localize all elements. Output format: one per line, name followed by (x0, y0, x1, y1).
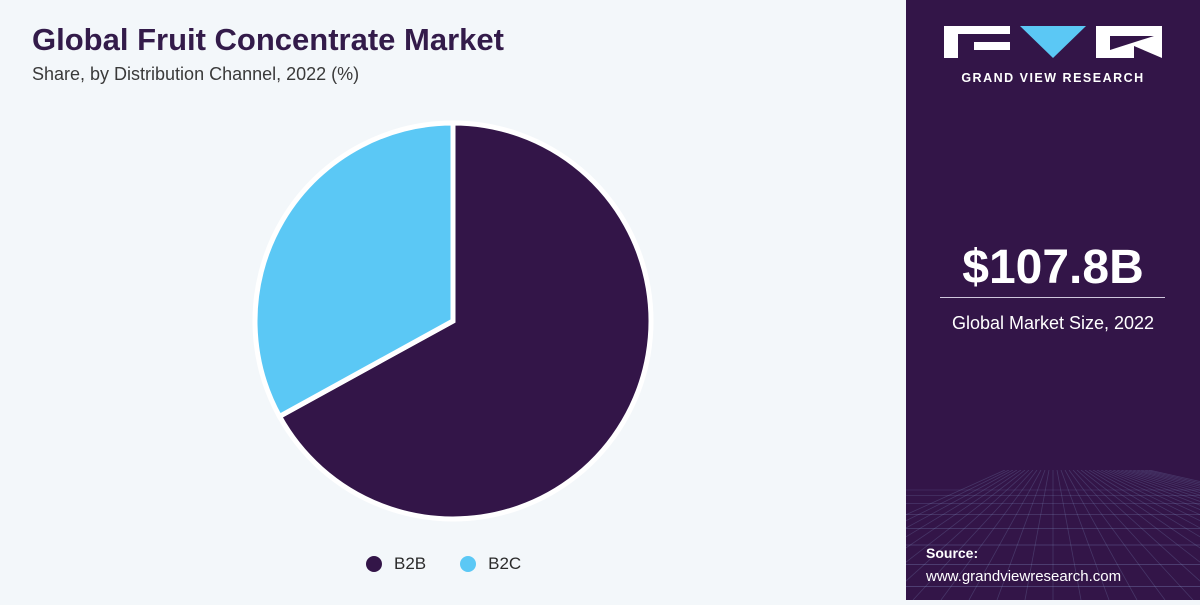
pie-chart-area (252, 120, 654, 522)
source-label: Source: (926, 545, 979, 561)
grid-background-graphic (906, 470, 1200, 600)
legend-item-b2b: B2B (366, 554, 426, 574)
divider (940, 297, 1165, 298)
chart-title: Global Fruit Concentrate Market (32, 22, 504, 57)
market-size-value: $107.8B (962, 241, 1144, 294)
legend-swatch-b2c (460, 556, 477, 572)
pie-chart (252, 120, 654, 522)
market-size-label: Global Market Size, 2022 (951, 313, 1155, 333)
chart-subtitle: Share, by Distribution Channel, 2022 (%) (32, 64, 360, 84)
legend-label-b2b: B2B (394, 554, 427, 573)
legend-swatch-b2b (366, 556, 382, 572)
chart-legend: B2B B2C (366, 554, 555, 574)
legend-label-b2c: B2C (488, 554, 522, 573)
summary-panel: GRAND VIEW RESEARCH $107.8B Global Marke… (906, 0, 1200, 600)
legend-item-b2c: B2C (460, 554, 521, 574)
pie-slice-b2c (252, 120, 456, 420)
brand-logo-icon (944, 26, 1162, 58)
chart-panel: Global Fruit Concentrate Market Share, b… (32, 22, 654, 574)
pie-slice-b2b (276, 120, 654, 522)
brand-name: GRAND VIEW RESEARCH (961, 71, 1145, 85)
source-link[interactable]: www.grandviewresearch.com (926, 568, 1122, 585)
